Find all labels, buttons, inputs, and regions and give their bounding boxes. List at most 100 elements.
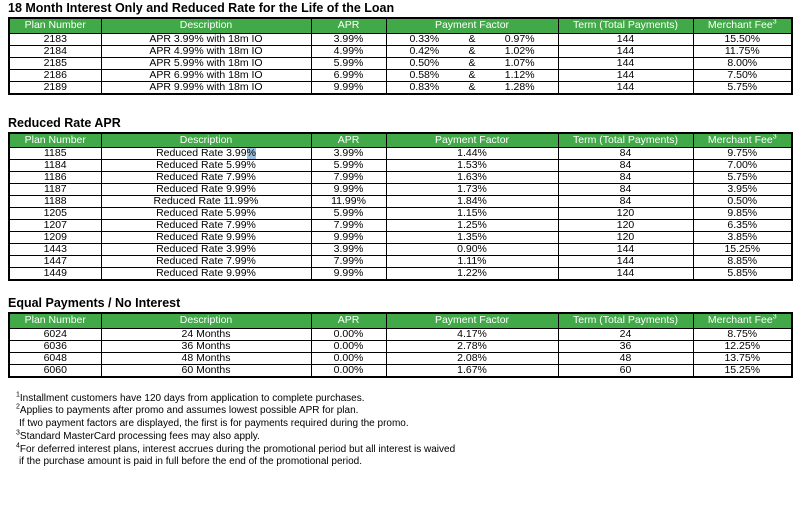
column-header-apr: APR bbox=[310, 312, 387, 329]
footnote-4-cont: if the purchase amount is paid in full b… bbox=[19, 456, 362, 468]
plan-number-cell: 2185 bbox=[8, 56, 102, 70]
payment-factor-part: 1.12% bbox=[504, 69, 535, 81]
column-header-term-total-payments: Term (Total Payments) bbox=[557, 17, 694, 34]
payment-factor-pair: 0.42% & 1.02% bbox=[401, 45, 544, 57]
column-header-payment-factor: Payment Factor bbox=[385, 17, 559, 34]
plan-number-cell: 2183 bbox=[8, 32, 102, 46]
section-18-month-io: 18 Month Interest Only and Reduced Rate … bbox=[8, 1, 793, 95]
description-cell: Reduced Rate 7.99% bbox=[100, 255, 312, 268]
term-total-payments-cell: 84 bbox=[557, 159, 694, 172]
table-row: 6036 36 Months 0.00% 2.78% 36 12.25% bbox=[8, 339, 793, 353]
payment-factor-part: 0.33% bbox=[409, 33, 440, 45]
table-row: 1207 Reduced Rate 7.99% 7.99% 1.25% 120 6.35% bbox=[8, 219, 793, 232]
payment-factor-part: 1.28% bbox=[504, 81, 535, 93]
column-header-description: Description bbox=[100, 312, 312, 329]
column-header-merchant-fee: Merchant Fee3 bbox=[692, 312, 793, 329]
payment-factor-cell: 1.15% bbox=[385, 207, 559, 220]
payment-factor-cell: 0.33% & 0.97% bbox=[385, 32, 559, 46]
term-total-payments-cell: 60 bbox=[557, 363, 694, 377]
description-cell: Reduced Rate 7.99% bbox=[100, 219, 312, 232]
description-cell: APR 3.99% with 18m IO bbox=[100, 32, 312, 46]
term-total-payments-cell: 144 bbox=[557, 68, 694, 82]
column-header-plan-number: Plan Number bbox=[8, 132, 102, 148]
footnote-3: 3Standard MasterCard processing fees may… bbox=[16, 429, 260, 442]
table-row: 6024 24 Months 0.00% 4.17% 24 8.75% bbox=[8, 327, 793, 341]
merchant-fee-cell: 3.85% bbox=[692, 231, 793, 244]
plan-number-cell: 2184 bbox=[8, 44, 102, 58]
merchant-fee-cell: 7.50% bbox=[692, 68, 793, 82]
table-row: 2184 APR 4.99% with 18m IO 4.99% 0.42% & 1.02… bbox=[8, 44, 793, 58]
plan-number-cell: 1188 bbox=[8, 195, 102, 208]
rate-table-18-month-io: Plan Number Description APR Payment Factor T… bbox=[8, 17, 793, 95]
description-cell: 60 Months bbox=[100, 363, 312, 377]
plan-number-cell: 1187 bbox=[8, 183, 102, 196]
payment-factor-part: 0.83% bbox=[409, 81, 440, 93]
payment-factor-cell: 1.63% bbox=[385, 171, 559, 184]
table-row: 1209 Reduced Rate 9.99% 9.99% 1.35% 120 3.85% bbox=[8, 231, 793, 244]
rate-sheet-page: 18 Month Interest Only and Reduced Rate … bbox=[8, 1, 793, 470]
apr-cell: 4.99% bbox=[310, 44, 387, 58]
payment-factor-cell: 4.17% bbox=[385, 327, 559, 341]
term-total-payments-cell: 144 bbox=[557, 80, 694, 94]
merchant-fee-cell: 8.75% bbox=[692, 327, 793, 341]
footnote-ref: 3 bbox=[772, 133, 777, 141]
apr-cell: 9.99% bbox=[310, 183, 387, 196]
apr-cell: 3.99% bbox=[310, 147, 387, 160]
table-row: 2185 APR 5.99% with 18m IO 5.99% 0.50% & 1.07… bbox=[8, 56, 793, 70]
merchant-fee-cell: 9.75% bbox=[692, 147, 793, 160]
description-cell: Reduced Rate 3.99% bbox=[100, 243, 312, 256]
term-total-payments-cell: 144 bbox=[557, 56, 694, 70]
plan-number-cell: 1207 bbox=[8, 219, 102, 232]
plan-number-cell: 2186 bbox=[8, 68, 102, 82]
term-total-payments-cell: 84 bbox=[557, 171, 694, 184]
section-reduced-rate-apr: Reduced Rate APR Plan Number Description A… bbox=[8, 116, 793, 281]
footnote-2: 2Applies to payments after promo and ass… bbox=[16, 403, 359, 417]
apr-cell: 7.99% bbox=[310, 219, 387, 232]
payment-factor-part: 0.97% bbox=[504, 33, 535, 45]
term-total-payments-cell: 120 bbox=[557, 207, 694, 220]
apr-cell: 7.99% bbox=[310, 255, 387, 268]
payment-factor-part: 0.42% bbox=[409, 45, 440, 57]
column-header-plan-number: Plan Number bbox=[8, 312, 102, 329]
description-cell: Reduced Rate 9.99% bbox=[100, 267, 312, 281]
selected-text[interactable]: % bbox=[246, 147, 256, 159]
description-cell: Reduced Rate 5.99% bbox=[100, 159, 312, 172]
merchant-fee-cell: 5.75% bbox=[692, 171, 793, 184]
table-row: 2189 APR 9.99% with 18m IO 9.99% 0.83% & 1.28… bbox=[8, 80, 793, 94]
table-row: 1187 Reduced Rate 9.99% 9.99% 1.73% 84 3.95% bbox=[8, 183, 793, 196]
payment-factor-part: 0.50% bbox=[409, 57, 440, 69]
term-total-payments-cell: 144 bbox=[557, 32, 694, 46]
merchant-fee-cell: 9.85% bbox=[692, 207, 793, 220]
payment-factor-pair: 0.50% & 1.07% bbox=[401, 57, 544, 69]
term-total-payments-cell: 84 bbox=[557, 183, 694, 196]
footnote-number: 1 bbox=[16, 391, 20, 399]
footnote-number: 4 bbox=[16, 442, 20, 450]
column-header-merchant-fee: Merchant Fee3 bbox=[692, 17, 793, 34]
plan-number-cell: 6060 bbox=[8, 363, 102, 377]
table-row: 1184 Reduced Rate 5.99% 5.99% 1.53% 84 7.00% bbox=[8, 159, 793, 172]
column-header-merchant-fee: Merchant Fee3 bbox=[692, 132, 793, 148]
apr-cell: 5.99% bbox=[310, 159, 387, 172]
plan-number-cell: 6048 bbox=[8, 351, 102, 365]
apr-cell: 0.00% bbox=[310, 351, 387, 365]
term-total-payments-cell: 120 bbox=[557, 231, 694, 244]
section-title-equal-payments: Equal Payments / No Interest bbox=[8, 296, 181, 310]
term-total-payments-cell: 144 bbox=[557, 267, 694, 281]
merchant-fee-cell: 15.25% bbox=[692, 363, 793, 377]
apr-cell: 9.99% bbox=[310, 231, 387, 244]
description-cell: APR 5.99% with 18m IO bbox=[100, 56, 312, 70]
description-cell: 48 Months bbox=[100, 351, 312, 365]
plan-number-cell: 6024 bbox=[8, 327, 102, 341]
term-total-payments-cell: 48 bbox=[557, 351, 694, 365]
payment-factor-part: & bbox=[468, 69, 476, 81]
footnotes: 1Installment customers have 120 days fro… bbox=[16, 391, 793, 470]
table-row: 6048 48 Months 0.00% 2.08% 48 13.75% bbox=[8, 351, 793, 365]
payment-factor-cell: 0.90% bbox=[385, 243, 559, 256]
apr-cell: 5.99% bbox=[310, 207, 387, 220]
column-header-apr: APR bbox=[310, 132, 387, 148]
table-row: 2183 APR 3.99% with 18m IO 3.99% 0.33% & 0.97… bbox=[8, 32, 793, 46]
term-total-payments-cell: 144 bbox=[557, 243, 694, 256]
payment-factor-pair: 0.33% & 0.97% bbox=[401, 33, 544, 45]
merchant-fee-cell: 12.25% bbox=[692, 339, 793, 353]
merchant-fee-cell: 0.50% bbox=[692, 195, 793, 208]
